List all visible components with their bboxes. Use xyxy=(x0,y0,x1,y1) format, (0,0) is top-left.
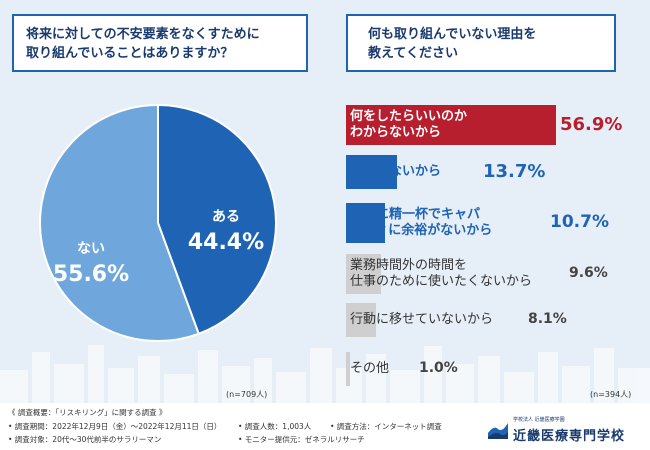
city-skyline xyxy=(0,345,650,403)
pie-label-no-pct: 55.6% xyxy=(52,262,130,287)
question-1-box: 将来に対しての不安要素をなくすために 取り組んでいることはありますか？ xyxy=(12,14,308,72)
pie-slice-yes xyxy=(157,103,277,336)
bar-fill-3 xyxy=(346,203,385,243)
bar-row-3: 仕事に精一杯でキャパ シティに余裕がないから xyxy=(346,203,576,243)
pie-label-yes-name: ある xyxy=(212,209,240,225)
bar-row-1: 何をしたらいいのか わからないから xyxy=(346,105,576,145)
school-logo-name: 近畿医療専門学校 xyxy=(513,429,626,444)
bar-row-4: 業務時間外の時間を 仕事のために使いたくないから xyxy=(346,254,576,294)
bar-label-4: 業務時間外の時間を 仕事のために使いたくないから xyxy=(350,254,532,294)
footer-method: • 調査方法：インターネット調査 xyxy=(330,422,442,431)
footer-provider: • モニター提供元：ゼネラルリサーチ xyxy=(238,435,365,444)
bar-fill-2 xyxy=(346,155,397,189)
bar-fill-5 xyxy=(346,303,376,337)
bar-label-line1: その他 xyxy=(350,361,390,376)
school-logo-sub: 学校法人 近畿医療学園 xyxy=(513,417,565,423)
pie-label-no-name: ない xyxy=(77,241,105,257)
question-2-line1: 何も取り組んでいない理由を xyxy=(368,27,537,42)
school-logo-icon xyxy=(488,423,508,439)
bar-label-line1: 何をしたらいいのか xyxy=(350,109,468,124)
bar-label-line2: シティに余裕がないから xyxy=(350,223,493,238)
pie-chart xyxy=(39,103,277,342)
bar-value-5: 8.1% xyxy=(528,311,567,328)
bar-label-3: 仕事に精一杯でキャパ シティに余裕がないから xyxy=(350,203,492,243)
question-2-box: 何も取り組んでいない理由を 教えてください xyxy=(346,14,616,72)
bar-label-2: 時間がないから xyxy=(350,155,441,189)
bar-label-line1: 時間がないから xyxy=(350,164,442,179)
bar-label-line1: 仕事に精一杯でキャパ xyxy=(350,207,481,222)
bar-label-line1: 業務時間外の時間を xyxy=(350,258,468,273)
bar-row-2: 時間がないから xyxy=(346,155,576,189)
bar-value-1: 56.9% xyxy=(560,113,623,135)
bar-label-line1: 行動に移せていないから xyxy=(350,312,494,327)
footer-title: 《 調査概要：「リスキリング」に関する調査 》 xyxy=(8,408,167,417)
pie-label-yes: ある 44.4% xyxy=(186,206,266,255)
footer-period: • 調査期間：2022年12月9日（金）〜2022年12月11日（日） xyxy=(8,422,222,431)
bar-sample-size: (n=394人) xyxy=(590,390,632,399)
pie-label-yes-pct: 44.4% xyxy=(187,230,265,255)
bar-value-2: 13.7% xyxy=(483,160,546,182)
bar-label-line2: 仕事のために使いたくないから xyxy=(350,274,533,289)
bar-label-1: 何をしたらいいのか わからないから xyxy=(350,105,467,145)
footer-target: • 調査対象：20代〜30代前半のサラリーマン xyxy=(8,435,162,444)
pie-label-no: ない 55.6% xyxy=(46,238,136,287)
bar-value-4: 9.6% xyxy=(569,265,608,282)
bar-value-6: 1.0% xyxy=(419,360,458,377)
bar-fill-4 xyxy=(346,254,381,294)
bar-row-6: その他 xyxy=(346,352,576,386)
bar-row-5: 行動に移せていないから xyxy=(346,303,576,337)
bar-fill-1 xyxy=(346,105,556,145)
pie-slice-no xyxy=(39,103,200,342)
bar-label-line2: わからないから xyxy=(350,125,442,140)
footer-count: • 調査人数：1,003人 xyxy=(238,422,312,431)
bar-fill-6 xyxy=(346,352,350,386)
question-2-line2: 教えてください xyxy=(368,46,458,61)
bar-value-3: 10.7% xyxy=(550,212,609,233)
bar-label-5: 行動に移せていないから xyxy=(350,303,493,337)
question-1-line1: 将来に対しての不安要素をなくすために xyxy=(26,27,260,42)
question-1-line2: 取り組んでいることはありますか？ xyxy=(26,46,234,61)
pie-sample-size: (n=709人) xyxy=(226,390,268,399)
bar-label-6: その他 xyxy=(350,352,389,386)
footer: 《 調査概要：「リスキリング」に関する調査 》 • 調査期間：2022年12月9… xyxy=(0,403,650,450)
